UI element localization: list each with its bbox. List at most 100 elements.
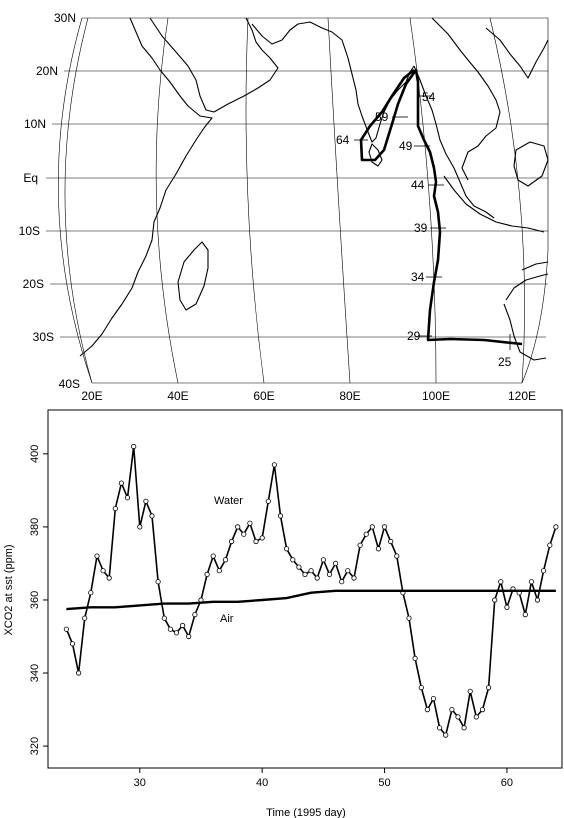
water-point [363,531,369,537]
x-tick-label: 30 [134,777,146,789]
water-point [498,579,504,585]
lat-label-30s: 30S [33,330,54,344]
x-tick-label: 60 [501,777,513,789]
water-point [253,538,259,545]
water-point [124,495,131,501]
track-label-49: 49 [399,139,413,153]
lon-label-60e: 60E [253,389,274,403]
lat-label-20n: 20N [36,64,58,78]
water-point [76,670,82,676]
water-point [131,443,137,450]
water-point [320,557,326,563]
water-point [528,579,535,585]
y-tick-label: 360 [29,591,41,609]
water-point [467,688,473,694]
meridian-60e [245,17,265,384]
water-point [88,590,94,596]
water-point [345,568,351,574]
track-tick-marks [354,95,511,350]
water-point [210,553,216,559]
map-left-border [57,17,93,384]
ship-track [359,68,523,346]
water-point [173,630,180,636]
map-right-border [521,18,549,384]
water-point [449,706,455,713]
meridian-20e [64,17,93,384]
water-point [504,604,510,610]
water-point [106,575,112,581]
water-point [339,579,345,585]
x-tick-label: 40 [256,777,268,789]
map-coastlines [79,17,549,361]
water-series [63,443,559,738]
map-graticule [46,17,549,384]
water-point [436,725,443,731]
water-point [430,695,437,702]
coastline-arabia-africa [79,17,213,357]
lon-label-40e: 40E [167,389,188,403]
water-point [394,553,400,559]
water-point [222,557,229,563]
y-tick-label: 400 [29,445,41,463]
water-point [296,564,302,570]
coastline-sri-lanka [368,143,383,167]
water-point [235,524,241,530]
water-point [167,626,173,632]
water-point [265,498,271,504]
water-point [186,633,192,640]
water-point [443,732,449,738]
track-label-59: 59 [375,110,389,124]
water-point [332,560,339,567]
coastline-australia [503,261,549,361]
water-point [112,505,118,512]
water-point [82,615,88,621]
lat-label-10n: 10N [24,117,46,131]
water-point [204,571,210,578]
water-point [143,498,149,504]
water-point [418,684,424,691]
y-axis-label: XCO2 at sst (ppm) [3,544,15,635]
x-axis-label: Time (1995 day) [266,807,346,818]
water-point [522,611,528,618]
track-label-54: 54 [422,90,436,104]
water-point [492,597,498,603]
water-point [485,684,492,691]
water-point [473,714,479,720]
water-point [118,480,125,486]
water-point [455,714,461,720]
water-point [314,575,320,581]
track-label-44: 44 [411,178,425,192]
meridian-40e [155,17,179,384]
water-point [277,513,284,519]
water-point [553,524,559,530]
y-tick-label: 320 [29,737,41,755]
water-point [369,524,375,530]
track-label-39: 39 [414,221,428,235]
water-point [388,538,394,545]
water-point [308,568,314,574]
track-label-64: 64 [336,133,350,147]
coastline-southeast-asia [431,17,501,181]
water-point [540,568,547,574]
map-panel: 25 29 34 39 44 49 54 59 64 30N 20N 10N E… [19,11,549,403]
meridian-80e [327,17,351,384]
coastline-indochina [485,27,549,79]
water-point [424,706,430,713]
y-tick-label: 380 [29,518,41,536]
water-point [271,462,277,468]
water-point [479,706,486,713]
water-point [180,622,186,629]
track-label-25: 25 [498,355,512,369]
coastline-madagascar [177,241,209,311]
water-point [137,524,143,530]
water-point [241,531,247,537]
water-point [155,579,161,585]
water-point [161,615,167,621]
lat-label-10s: 10S [19,224,40,238]
water-point [412,655,418,662]
y-tick-label: 340 [29,664,41,682]
track-label-34: 34 [411,270,425,284]
coastline-borneo [513,141,549,187]
lat-label-20s: 20S [23,277,44,291]
